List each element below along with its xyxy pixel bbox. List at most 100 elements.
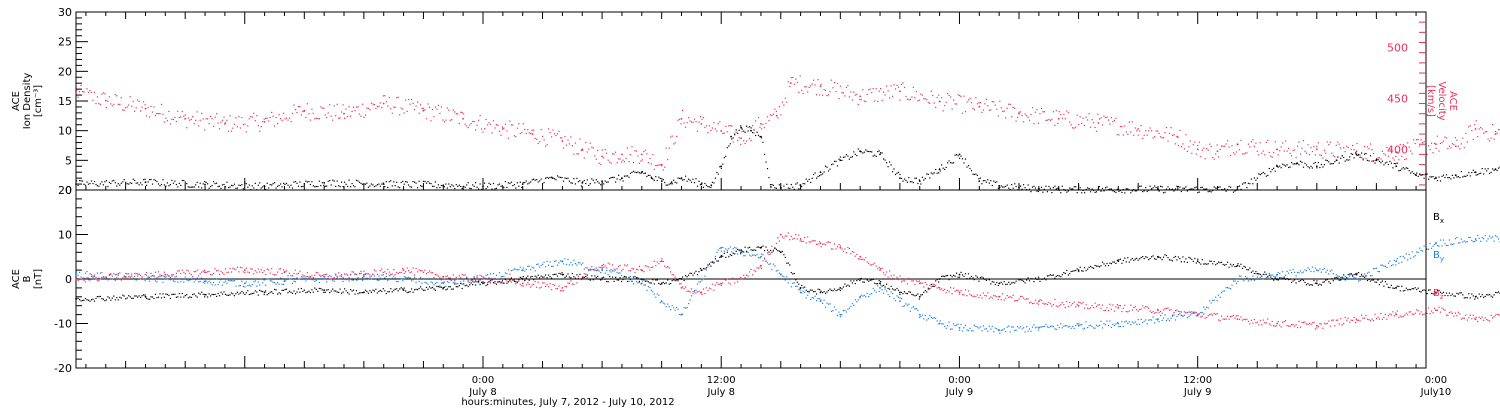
bz-series-point <box>720 282 723 285</box>
velocity-series-point <box>462 117 464 120</box>
bz-series-point <box>998 295 1001 298</box>
density-axis-label-line-2: Ion Density <box>22 73 33 130</box>
time-axis-title: hours:minutes, July 7, 2012 - July 10, 2… <box>461 397 674 408</box>
by-series-point <box>640 282 643 285</box>
density-series-point <box>680 177 683 180</box>
density-series-point <box>819 171 822 174</box>
by-series-points <box>76 234 1500 334</box>
density-series-point <box>1454 174 1457 177</box>
velocity-series-points <box>76 75 1500 171</box>
b-tick-label: 10 <box>58 229 72 242</box>
bx-series-point <box>799 287 802 289</box>
bx-series-point <box>760 246 762 249</box>
velocity-series-point <box>1454 145 1457 148</box>
bz-series-point <box>819 242 822 245</box>
bx-series-point <box>1157 255 1159 258</box>
bz-series-point <box>899 278 901 280</box>
bx-series-point <box>899 291 901 294</box>
bz-series-point <box>283 271 286 274</box>
bx-series-point <box>323 289 326 291</box>
density-series-point <box>323 182 326 184</box>
density-series-point <box>750 129 752 132</box>
density-series-point <box>1474 171 1477 174</box>
velocity-series-point <box>1435 143 1437 146</box>
velocity-tick-label: 450 <box>1387 92 1408 105</box>
by-series-point <box>204 280 206 283</box>
density-series-point <box>521 183 524 186</box>
bz-series-point <box>680 287 683 289</box>
velocity-series-point <box>859 95 862 98</box>
velocity-axis-label-line-1: ACE <box>1447 91 1458 111</box>
density-series-point <box>710 184 713 187</box>
bz-series-point <box>1474 318 1477 320</box>
bz-series-point <box>561 287 564 289</box>
bz-series-point <box>779 233 782 236</box>
velocity-series-point <box>263 121 266 123</box>
b-legend: Bx By Bz <box>1433 212 1444 301</box>
bz-series-point <box>402 269 405 271</box>
by-series-point <box>1117 322 1120 325</box>
velocity-series-point <box>978 105 981 108</box>
velocity-axis-ticks: 400 450 500 <box>1387 21 1426 186</box>
velocity-series-point <box>1474 128 1477 130</box>
velocity-series-point <box>775 114 778 117</box>
density-series-point <box>720 165 723 168</box>
bz-series-point <box>521 282 524 285</box>
velocity-series-point <box>75 92 77 95</box>
bx-series-point <box>263 291 266 294</box>
by-series-point <box>938 322 941 325</box>
velocity-series-point <box>1494 133 1497 136</box>
density-series-point <box>601 180 603 183</box>
bz-series-point <box>660 260 663 263</box>
velocity-series-point <box>224 123 226 125</box>
velocity-series-point <box>531 133 534 136</box>
by-series-point <box>601 269 603 271</box>
density-series-point <box>799 184 802 187</box>
density-series-point <box>1276 165 1278 168</box>
bz-series-point <box>879 269 881 271</box>
velocity-series-point <box>104 99 107 102</box>
bx-series-point <box>561 273 564 276</box>
legend-bx: Bx <box>1433 212 1444 225</box>
bx-series-point <box>1236 264 1239 267</box>
by-series-point <box>779 273 782 276</box>
date-tick-label: July 8 <box>468 387 497 398</box>
by-series-point <box>1236 278 1239 280</box>
bx-series-point <box>1276 278 1278 280</box>
velocity-series-point <box>561 140 564 143</box>
bz-series-point <box>204 271 206 274</box>
date-tick-label: July 9 <box>945 387 974 398</box>
velocity-series-point <box>819 85 822 88</box>
bx-series-point <box>958 273 961 276</box>
density-tick-label: 30 <box>58 6 72 19</box>
by-series-point <box>760 255 762 258</box>
density-series-point <box>551 177 554 180</box>
velocity-axis-label-line-2: Velocity <box>1436 81 1447 120</box>
date-tick-label: July10 <box>1420 387 1452 398</box>
velocity-series-point <box>680 117 683 120</box>
by-series-point <box>1077 324 1080 327</box>
bz-series-point <box>363 273 365 276</box>
bx-series-point <box>1038 278 1040 280</box>
bx-series-point <box>1315 282 1318 285</box>
bx-series-point <box>1474 295 1477 298</box>
density-series-point <box>859 150 862 153</box>
density-tick-label: 10 <box>58 125 72 138</box>
by-series-point <box>660 300 663 303</box>
velocity-series-point <box>581 148 584 151</box>
density-series-point <box>1375 159 1378 162</box>
density-series-point <box>1395 165 1398 168</box>
velocity-series-point <box>422 109 425 112</box>
bz-series-point <box>482 278 484 280</box>
density-series-point <box>1435 177 1437 180</box>
density-series-points <box>76 125 1500 194</box>
density-series-point <box>581 182 584 184</box>
bottom-series <box>75 232 1500 334</box>
by-series-point <box>799 291 802 294</box>
by-series-point <box>323 278 326 280</box>
b-tick-label: 20 <box>58 184 72 197</box>
bottom-panel: -20 -10 0 10 20 ACE B [nT] Bx By Bz <box>11 184 1500 375</box>
velocity-series-point <box>382 102 385 105</box>
